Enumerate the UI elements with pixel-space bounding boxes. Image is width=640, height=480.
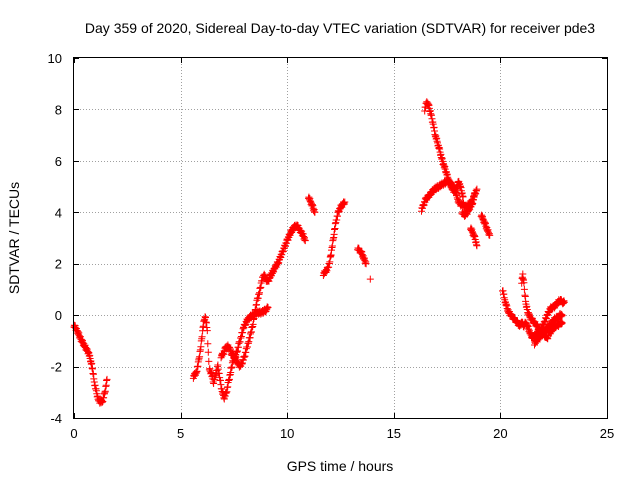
data-point (103, 375, 111, 383)
chart-title: Day 359 of 2020, Sidereal Day-to-day VTE… (85, 20, 595, 36)
y-tick-label: 0 (55, 308, 62, 323)
data-point (560, 298, 568, 306)
x-tick-label: 20 (493, 426, 507, 441)
x-axis-title: GPS time / hours (287, 458, 394, 474)
y-axis-title: SDTVAR / TECUs (6, 182, 22, 294)
y-tick-label: 6 (55, 154, 62, 169)
data-point (205, 357, 213, 365)
data-point (301, 237, 309, 245)
y-tick-label: 10 (48, 51, 62, 66)
data-point (341, 198, 349, 206)
data-point (558, 311, 566, 319)
x-tick-label: 15 (387, 426, 401, 441)
axis-ticks: 0 5 10 15 20 25 -4 -2 0 2 4 6 8 10 (48, 51, 615, 441)
data-point (558, 319, 566, 327)
data-point (520, 279, 528, 287)
data-point (203, 327, 211, 335)
data-point (197, 343, 205, 351)
x-tick-label: 25 (600, 426, 614, 441)
data-point (204, 348, 212, 356)
y-tick-label: -4 (50, 411, 62, 426)
y-tick-label: -2 (50, 360, 62, 375)
y-tick-label: 2 (55, 257, 62, 272)
data-point (264, 303, 272, 311)
data-point (486, 231, 494, 239)
data-point (311, 208, 319, 216)
data-point (473, 242, 481, 250)
y-tick-label: 8 (55, 102, 62, 117)
data-point (473, 185, 481, 193)
y-tick-label: 4 (55, 205, 62, 220)
data-point (471, 190, 479, 198)
data-point (520, 285, 528, 293)
grid-lines (74, 58, 607, 418)
data-points (70, 98, 568, 407)
data-point (459, 193, 467, 201)
data-point (198, 333, 206, 341)
data-point (204, 340, 212, 348)
x-tick-label: 0 (70, 426, 77, 441)
data-point (362, 260, 370, 268)
plot-frame (73, 57, 608, 419)
x-tick-label: 5 (177, 426, 184, 441)
x-tick-label: 10 (280, 426, 294, 441)
data-point (366, 275, 374, 283)
